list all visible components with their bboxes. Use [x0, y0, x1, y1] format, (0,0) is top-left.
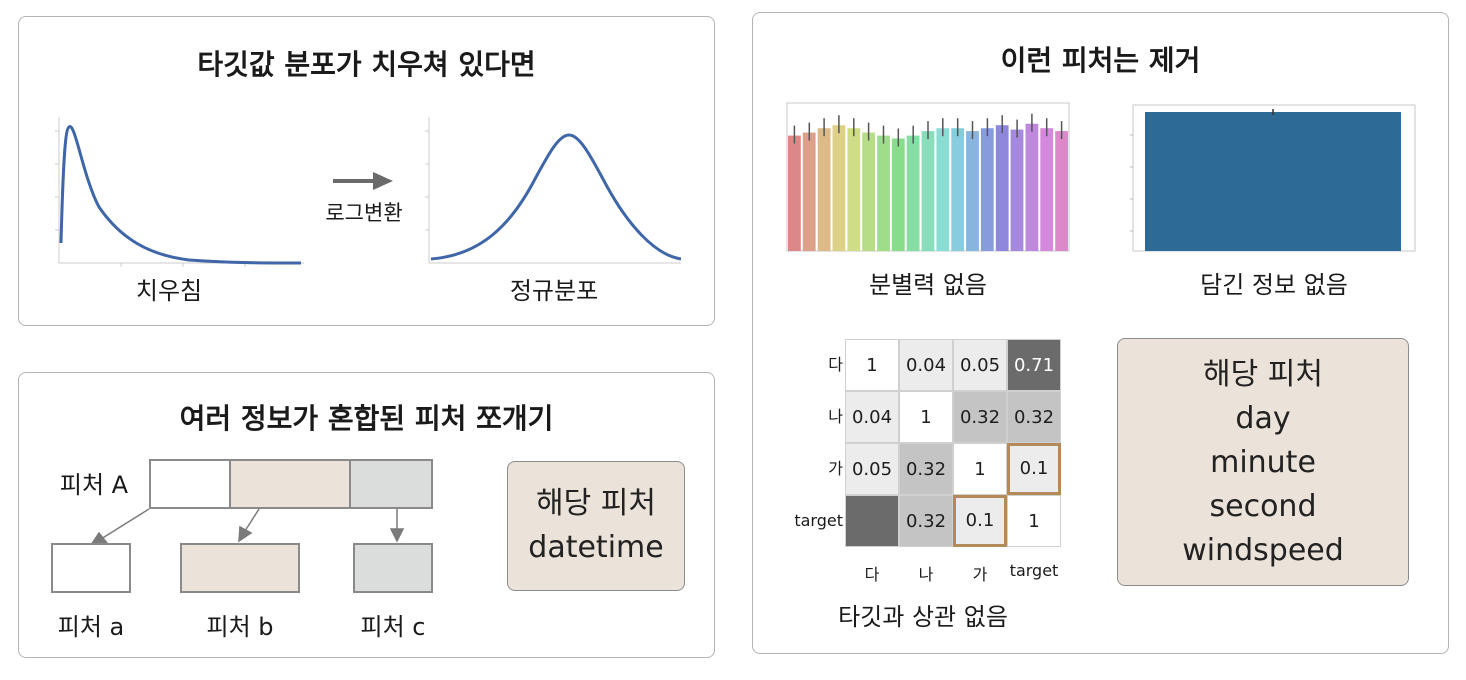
removed-note-second: second	[1209, 489, 1317, 524]
heatmap-cell: 0.04	[899, 339, 953, 391]
bar-10	[936, 128, 950, 251]
heatmap-cell: 0.32	[953, 391, 1007, 443]
bar-0	[788, 135, 801, 251]
bar-16	[1025, 123, 1039, 251]
split-panel: 여러 정보가 혼합된 피처 쪼개기 피처 A 피처 a 피처 b 피처 c 해당…	[18, 372, 715, 658]
heatmap-cell: 0.1	[1007, 443, 1061, 495]
removed-note-day: day	[1235, 401, 1291, 436]
skew-panel: 타깃값 분포가 치우쳐 있다면 치우침 로그변환 정규분포	[18, 16, 715, 326]
normal-distribution-plot	[425, 117, 682, 264]
bar-6	[877, 135, 890, 251]
heatmap-cell: 0.1	[953, 495, 1007, 547]
heatmap-cell: 0.32	[899, 443, 953, 495]
remove-title: 이런 피처는 제거	[1000, 44, 1201, 77]
bar-4	[847, 128, 861, 251]
bar-9	[921, 131, 935, 251]
heatmap-cell: 1	[845, 339, 899, 391]
heatmap-cell: 0.04	[845, 391, 899, 443]
feature-b-sub-box	[180, 543, 300, 593]
bar-5	[862, 132, 875, 251]
heatmap-col-label: 나	[918, 565, 934, 584]
removed-note-heading: 해당 피처	[1203, 357, 1323, 392]
log-transform-label: 로그변환	[325, 201, 403, 225]
heatmap-cell	[845, 495, 899, 547]
heatmap-cell: 0.05	[953, 339, 1007, 391]
heatmap-row-label: 나	[828, 407, 843, 426]
split-title: 여러 정보가 혼합된 피처 쪼개기	[179, 402, 554, 435]
feature-b-sub-label: 피처 b	[206, 613, 274, 641]
feature-a-part-gray	[349, 459, 433, 509]
bar-1	[802, 132, 816, 251]
feature-c-sub-label: 피처 c	[360, 613, 426, 641]
heatmap-cell: 0.71	[1007, 339, 1061, 391]
skewed-distribution-plot	[55, 117, 304, 267]
bar-11	[951, 128, 965, 251]
datetime-note: 해당 피처 datetime	[507, 461, 685, 591]
datetime-note-heading: 해당 피처	[536, 486, 656, 521]
single-bar	[1145, 112, 1401, 251]
no-discrimination-bar-chart	[786, 102, 1070, 252]
feature-c-sub-box	[353, 543, 433, 593]
feature-a-sub-box	[51, 543, 131, 593]
heatmap-col-label: 다	[864, 565, 880, 584]
heatmap-cell: 0.32	[899, 495, 953, 547]
skewed-curve	[59, 125, 302, 265]
heatmap-row-label: 다	[828, 355, 843, 374]
heatmap-cell: 0.05	[845, 443, 899, 495]
no-information-caption: 담긴 정보 없음	[1200, 271, 1348, 299]
bar-13	[980, 128, 994, 251]
bar-15	[1010, 129, 1024, 251]
heatmap-row-label: target	[794, 511, 843, 530]
removed-note-minute: minute	[1210, 445, 1316, 480]
bar-7	[891, 138, 905, 251]
heatmap-col-label: 가	[972, 565, 988, 584]
no-information-bar-chart	[1130, 104, 1416, 252]
removed-note-windspeed: windspeed	[1182, 533, 1344, 568]
remove-panel: 이런 피처는 제거 분별력 없음 담긴 정보 없음 다 1 0.04 0.05 0.71…	[752, 12, 1449, 654]
feature-a-part-beige	[229, 459, 351, 509]
correlation-heatmap: 다 1 0.04 0.05 0.71 나 0.04 1 0.32 0.32 가 0.05 0.32 1 0.…	[773, 339, 1073, 589]
heatmap-cell: 1	[953, 443, 1007, 495]
feature-a-part-white	[149, 459, 231, 509]
no-discrimination-caption: 분별력 없음	[868, 271, 988, 299]
bar-2	[817, 128, 831, 251]
bar-17	[1040, 128, 1054, 251]
heatmap-cell: 1	[1007, 495, 1061, 547]
no-correlation-caption: 타깃과 상관 없음	[838, 603, 1008, 631]
feature-a-label: 피처 A	[59, 471, 129, 499]
heatmap-col-label: target	[1009, 561, 1059, 580]
bar-14	[995, 125, 1009, 251]
skewed-label: 치우침	[135, 277, 203, 305]
bar-3	[832, 125, 846, 251]
heatmap-row-label: 가	[828, 459, 843, 478]
bar-8	[906, 135, 920, 251]
heatmap-cell: 0.32	[1007, 391, 1061, 443]
bar-18	[1055, 131, 1068, 251]
arrow-right-icon	[333, 172, 393, 190]
normal-curve	[430, 133, 682, 261]
bar-12	[966, 131, 979, 251]
skew-title: 타깃값 분포가 치우쳐 있다면	[197, 48, 536, 81]
heatmap-cell: 1	[899, 391, 953, 443]
datetime-note-feature: datetime	[528, 530, 664, 565]
normal-label: 정규분포	[509, 277, 599, 305]
feature-a-sub-label: 피처 a	[57, 613, 125, 641]
removed-features-note: 해당 피처 day minute second windspeed	[1117, 338, 1409, 586]
